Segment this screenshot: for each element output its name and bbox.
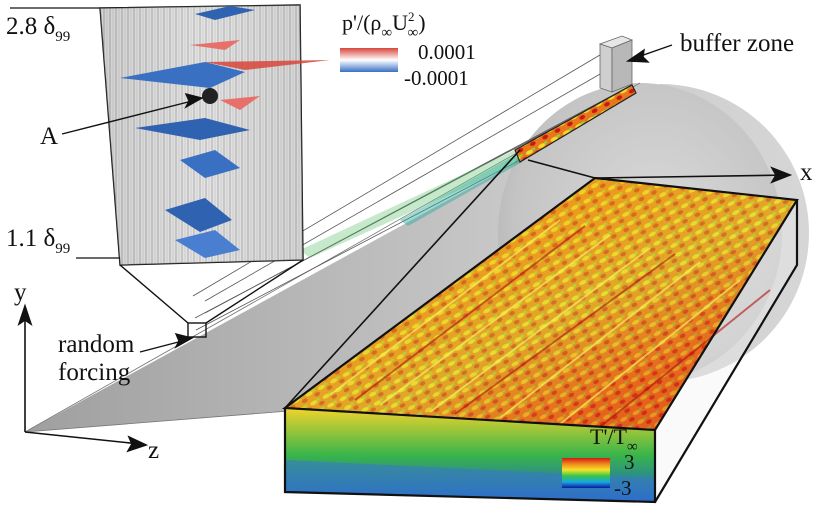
side-face — [655, 200, 797, 502]
inset-panel — [10, 4, 330, 338]
temperature-legend-title: T'/T∞ — [590, 424, 638, 455]
z-axis-arrow — [24, 431, 149, 453]
y-axis-arrow — [17, 303, 33, 432]
z-axis-label: z — [148, 437, 160, 464]
delta-top-label: 2.8 δ99 — [6, 13, 71, 45]
random-forcing-box — [187, 322, 207, 338]
projection-lines — [284, 149, 596, 409]
point-a-label: A — [40, 123, 59, 150]
delta-bottom-label: 1.1 δ99 — [6, 225, 71, 257]
temperature-colorbar — [562, 458, 610, 488]
pressure-legend-title: p'/(ρ∞U2∞) — [342, 9, 426, 41]
point-a-arrow — [61, 92, 204, 135]
point-a-marker — [202, 88, 218, 104]
buffer-zone-arrow — [625, 44, 673, 63]
x-axis-label: x — [800, 159, 813, 186]
buffer-zone-box — [598, 35, 634, 93]
buffer-zone-label: buffer zone — [680, 30, 795, 57]
pressure-legend-min: -0.0001 — [404, 66, 469, 90]
upstream-strip — [514, 84, 637, 163]
x-axis-arrow — [594, 166, 793, 184]
pressure-colorbar — [340, 48, 398, 72]
temperature-legend-min: -3 — [614, 476, 632, 500]
temperature-legend-max: 3 — [624, 450, 635, 474]
pressure-legend-max: 0.0001 — [418, 40, 476, 64]
y-axis-label: y — [14, 279, 27, 306]
transition-streaks — [300, 150, 525, 258]
random-forcing-arrow — [139, 332, 194, 353]
random-forcing-label-line2: forcing — [58, 359, 131, 386]
random-forcing-label-line1: random — [58, 331, 135, 358]
main-domain-box — [281, 176, 799, 504]
